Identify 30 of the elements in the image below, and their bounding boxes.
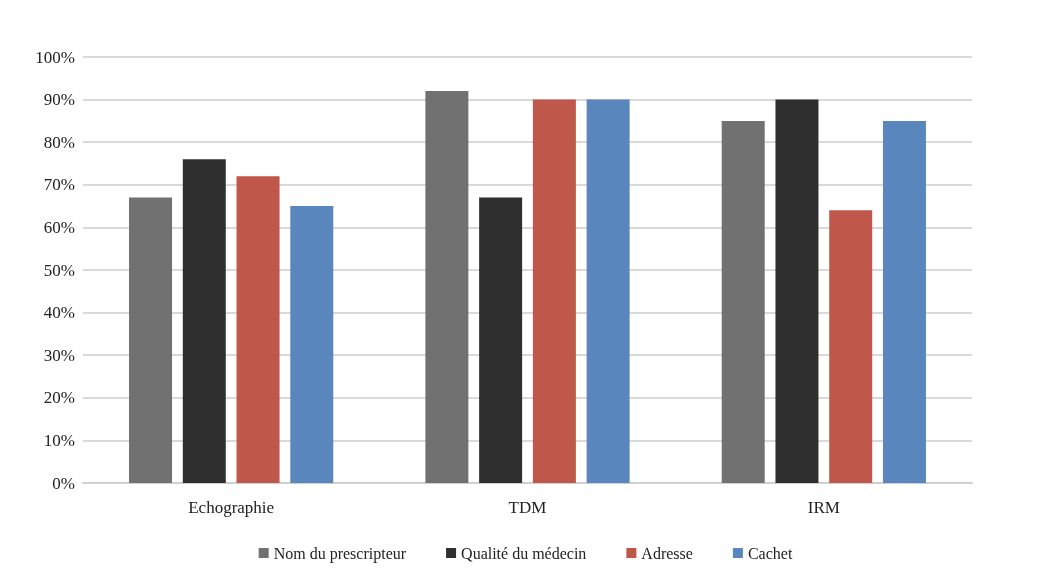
y-tick-label: 10% <box>43 430 75 450</box>
y-tick-label: 50% <box>43 260 75 280</box>
bar <box>829 210 873 483</box>
x-tick-label: TDM <box>508 498 547 517</box>
y-tick-label: 30% <box>43 345 75 365</box>
y-tick-label: 20% <box>43 388 75 408</box>
bar <box>129 197 173 483</box>
y-tick-label: 100% <box>35 47 75 67</box>
bar <box>479 197 523 483</box>
bar <box>236 176 280 483</box>
y-tick-label: 0% <box>52 473 75 493</box>
bar <box>290 206 334 483</box>
bar <box>532 99 576 483</box>
y-tick-label: 70% <box>43 175 75 195</box>
y-tick-label: 80% <box>43 132 75 152</box>
legend-label: Cachet <box>747 544 793 562</box>
y-tick-label: 90% <box>43 90 75 110</box>
bar <box>775 99 819 483</box>
legend-label: Nom du prescripteur <box>273 544 407 563</box>
bar <box>586 99 630 483</box>
x-tick-label: IRM <box>807 498 840 517</box>
legend-label: Qualité du médecin <box>461 544 587 562</box>
bar <box>721 120 765 483</box>
x-tick-label: Echographie <box>188 498 275 517</box>
bar <box>182 159 226 483</box>
legend-label: Adresse <box>641 544 693 562</box>
bar <box>882 120 926 483</box>
bar <box>425 91 469 483</box>
y-tick-label: 60% <box>43 217 75 237</box>
y-tick-label: 40% <box>43 303 75 323</box>
